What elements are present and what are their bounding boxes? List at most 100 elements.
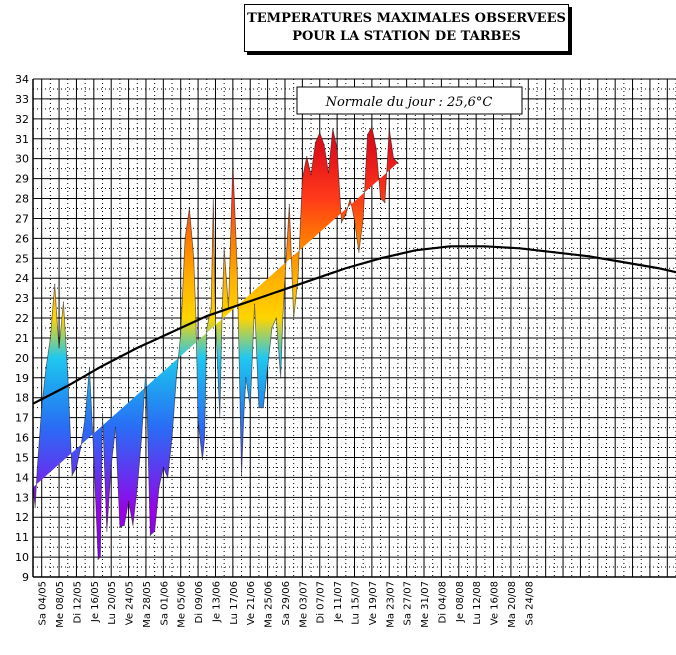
observed-point bbox=[36, 466, 38, 469]
observed-point bbox=[353, 219, 356, 222]
observed-area bbox=[33, 126, 398, 560]
observed-point bbox=[358, 251, 360, 253]
observed-point bbox=[71, 474, 73, 477]
x-tick-label: Di 09/06 bbox=[194, 581, 205, 623]
y-tick-label: 23 bbox=[15, 292, 29, 305]
observed-point bbox=[323, 144, 325, 146]
observed-point bbox=[45, 367, 47, 369]
observed-point bbox=[240, 474, 243, 477]
observed-point bbox=[445, 0, 446, 1]
observed-point bbox=[327, 172, 330, 174]
x-tick-label: Me 08/05 bbox=[55, 581, 66, 628]
observed-point bbox=[345, 213, 347, 216]
x-tick-label: Ve 19/07 bbox=[368, 581, 379, 625]
observed-point bbox=[362, 217, 364, 220]
x-tick-label: Je 11/07 bbox=[333, 581, 344, 623]
x-tick-label: Sa 04/05 bbox=[38, 581, 49, 625]
observed-point bbox=[249, 407, 251, 409]
observed-point bbox=[458, 0, 459, 1]
x-tick-label: Di 04/08 bbox=[437, 581, 448, 623]
observed-point bbox=[145, 367, 147, 369]
observed-point bbox=[284, 277, 286, 279]
x-tick-label: Je 13/06 bbox=[211, 581, 222, 623]
observed-point bbox=[219, 417, 221, 419]
x-tick-label: Je 16/05 bbox=[90, 581, 101, 623]
x-tick-label: Ma 25/06 bbox=[264, 581, 275, 628]
observed-point bbox=[180, 333, 182, 335]
observed-point bbox=[436, 0, 437, 1]
observed-point bbox=[195, 317, 197, 319]
observed-point bbox=[258, 407, 260, 409]
normal-curve bbox=[33, 245, 676, 405]
observed-point bbox=[62, 301, 65, 303]
x-tick-label: Ma 20/08 bbox=[507, 581, 518, 628]
observed-point bbox=[114, 427, 117, 429]
y-tick-label: 27 bbox=[15, 212, 29, 225]
x-tick-label: Lu 15/07 bbox=[351, 581, 362, 625]
observed-point bbox=[167, 476, 169, 478]
normal-annotation: Normale du jour : 25,6°C bbox=[325, 95, 493, 110]
observed-point bbox=[136, 486, 138, 488]
y-tick-label: 24 bbox=[15, 272, 29, 285]
observed-point bbox=[306, 156, 308, 158]
y-tick-label: 25 bbox=[15, 252, 29, 265]
observed-point bbox=[49, 337, 51, 339]
observed-point bbox=[428, 0, 429, 1]
x-tick-label: Sa 01/06 bbox=[159, 581, 170, 625]
axes bbox=[32, 79, 676, 578]
observed-point bbox=[188, 207, 191, 210]
observed-point bbox=[201, 458, 204, 461]
x-tick-label: Sa 24/08 bbox=[524, 581, 535, 625]
y-axis-ticks: 9 10 11 12 13 14 15 16 17 18 19 20 21 22 23 24 25 26 27 28 2… bbox=[15, 73, 29, 584]
series-lines bbox=[33, 0, 676, 560]
observed-point bbox=[271, 327, 273, 329]
observed-point bbox=[349, 197, 351, 200]
observed-point bbox=[197, 421, 199, 423]
observed-point bbox=[371, 126, 373, 128]
x-tick-label: Me 31/07 bbox=[420, 581, 431, 628]
observed-point bbox=[171, 436, 173, 439]
y-tick-label: 16 bbox=[15, 432, 29, 445]
observed-point bbox=[388, 128, 390, 130]
x-tick-label: Lu 20/05 bbox=[107, 581, 118, 625]
y-tick-label: 28 bbox=[15, 193, 29, 206]
observed-point bbox=[175, 377, 177, 379]
chart-title-line-1: TEMPERATURES MAXIMALES OBSERVEES bbox=[247, 11, 566, 26]
observed-point bbox=[280, 377, 282, 379]
x-tick-label: Ve 21/06 bbox=[246, 581, 257, 625]
x-tick-label: Sa 27/07 bbox=[403, 581, 414, 625]
y-tick-label: 26 bbox=[15, 232, 29, 245]
x-tick-label: Lu 12/08 bbox=[472, 581, 483, 625]
x-tick-label: Ma 28/05 bbox=[142, 581, 153, 628]
temperature-fills bbox=[33, 126, 398, 560]
observed-point bbox=[101, 413, 104, 415]
observed-point bbox=[310, 174, 312, 176]
chart-title-box: TEMPERATURES MAXIMALES OBSERVEES POUR LA… bbox=[244, 4, 569, 52]
observed-point bbox=[267, 367, 269, 369]
y-tick-label: 22 bbox=[15, 312, 29, 325]
annotation-box: Normale du jour : 25,6°C bbox=[296, 86, 523, 115]
observed-point bbox=[375, 148, 377, 150]
x-tick-label: Lu 17/06 bbox=[229, 581, 240, 625]
y-tick-label: 34 bbox=[15, 73, 29, 86]
y-tick-label: 20 bbox=[15, 352, 29, 365]
x-tick-label: Me 03/07 bbox=[298, 581, 309, 628]
observed-point bbox=[366, 134, 369, 136]
y-tick-label: 19 bbox=[15, 372, 29, 385]
observed-point bbox=[419, 0, 420, 1]
observed-point bbox=[423, 0, 424, 1]
observed-point bbox=[97, 558, 99, 560]
y-tick-label: 31 bbox=[15, 133, 29, 146]
observed-point bbox=[236, 267, 238, 269]
x-tick-label: Je 08/08 bbox=[455, 581, 466, 623]
observed-point bbox=[441, 0, 442, 1]
observed-point bbox=[245, 377, 247, 379]
observed-point bbox=[154, 530, 156, 532]
observed-point bbox=[319, 132, 321, 134]
observed-point bbox=[397, 162, 399, 164]
observed-point bbox=[75, 466, 78, 469]
observed-point bbox=[212, 197, 214, 200]
observed-point bbox=[123, 524, 125, 526]
observed-point bbox=[379, 197, 382, 200]
